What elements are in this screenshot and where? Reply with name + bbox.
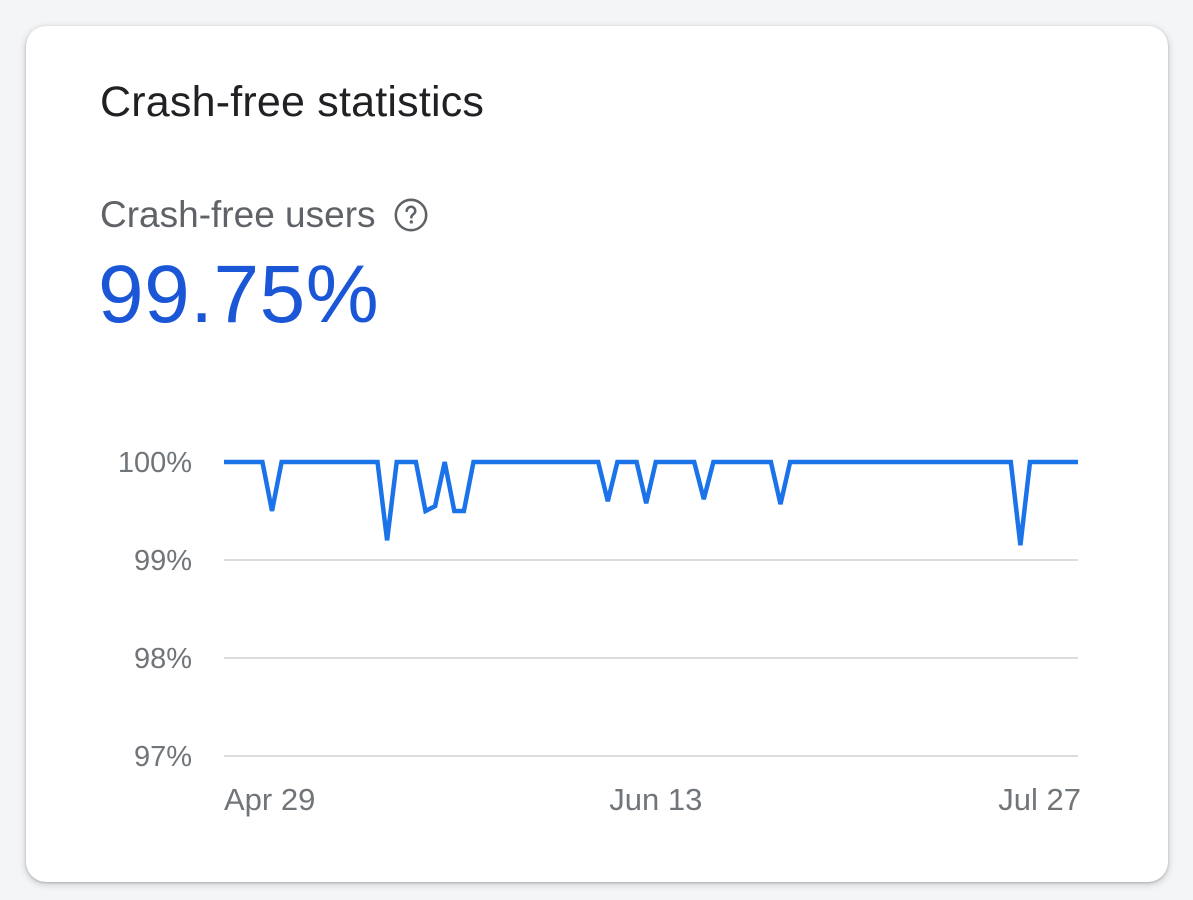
chart-series xyxy=(224,459,1078,546)
x-tick-label: Jun 13 xyxy=(609,782,702,817)
chart-gridlines xyxy=(224,559,1078,757)
x-axis-ticks: Apr 29 Jun 13 Jul 27 xyxy=(224,782,1081,817)
y-tick-label: 97% xyxy=(134,741,192,773)
crash-free-users-value: 99.75% xyxy=(98,249,380,340)
crash-free-statistics-card: Crash-free statistics Crash-free users 9… xyxy=(26,26,1168,882)
metric-header: Crash-free users xyxy=(100,194,430,236)
x-tick-label: Apr 29 xyxy=(224,782,315,817)
crash-free-users-chart: 100% 99% 98% 97% Apr 29 Jun 13 Jul 27 xyxy=(118,447,1081,817)
metric-label: Crash-free users xyxy=(100,194,376,235)
y-tick-label: 99% xyxy=(134,545,192,577)
y-tick-label: 98% xyxy=(134,643,192,675)
y-axis-ticks: 100% 99% 98% 97% xyxy=(118,447,192,773)
help-circle-icon[interactable] xyxy=(392,196,430,234)
crash-free-users-line xyxy=(224,459,1078,546)
y-tick-label: 100% xyxy=(118,447,192,479)
x-tick-label: Jul 27 xyxy=(998,782,1081,817)
card-title: Crash-free statistics xyxy=(100,78,485,126)
